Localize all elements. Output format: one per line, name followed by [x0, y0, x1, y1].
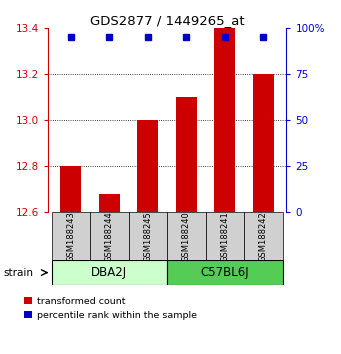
- Legend: transformed count, percentile rank within the sample: transformed count, percentile rank withi…: [22, 295, 199, 321]
- Bar: [60, 166, 81, 212]
- Bar: [51, 212, 90, 260]
- Bar: [244, 212, 283, 260]
- Text: GSM188245: GSM188245: [143, 211, 152, 262]
- Text: GSM188242: GSM188242: [259, 211, 268, 262]
- Bar: [90, 212, 129, 260]
- Text: DBA2J: DBA2J: [91, 266, 128, 279]
- Text: C57BL6J: C57BL6J: [201, 266, 249, 279]
- Bar: [129, 212, 167, 260]
- Text: GSM188244: GSM188244: [105, 211, 114, 262]
- Bar: [214, 28, 235, 212]
- Text: GSM188243: GSM188243: [66, 211, 75, 262]
- Bar: [206, 212, 244, 260]
- Bar: [137, 120, 159, 212]
- Bar: [167, 212, 206, 260]
- Bar: [253, 74, 274, 212]
- Bar: [99, 194, 120, 212]
- Text: GSM188241: GSM188241: [220, 211, 229, 262]
- Bar: [167, 260, 283, 285]
- Bar: [176, 97, 197, 212]
- Text: strain: strain: [3, 268, 33, 278]
- Bar: [51, 260, 167, 285]
- Text: GSM188240: GSM188240: [182, 211, 191, 262]
- Title: GDS2877 / 1449265_at: GDS2877 / 1449265_at: [90, 14, 244, 27]
